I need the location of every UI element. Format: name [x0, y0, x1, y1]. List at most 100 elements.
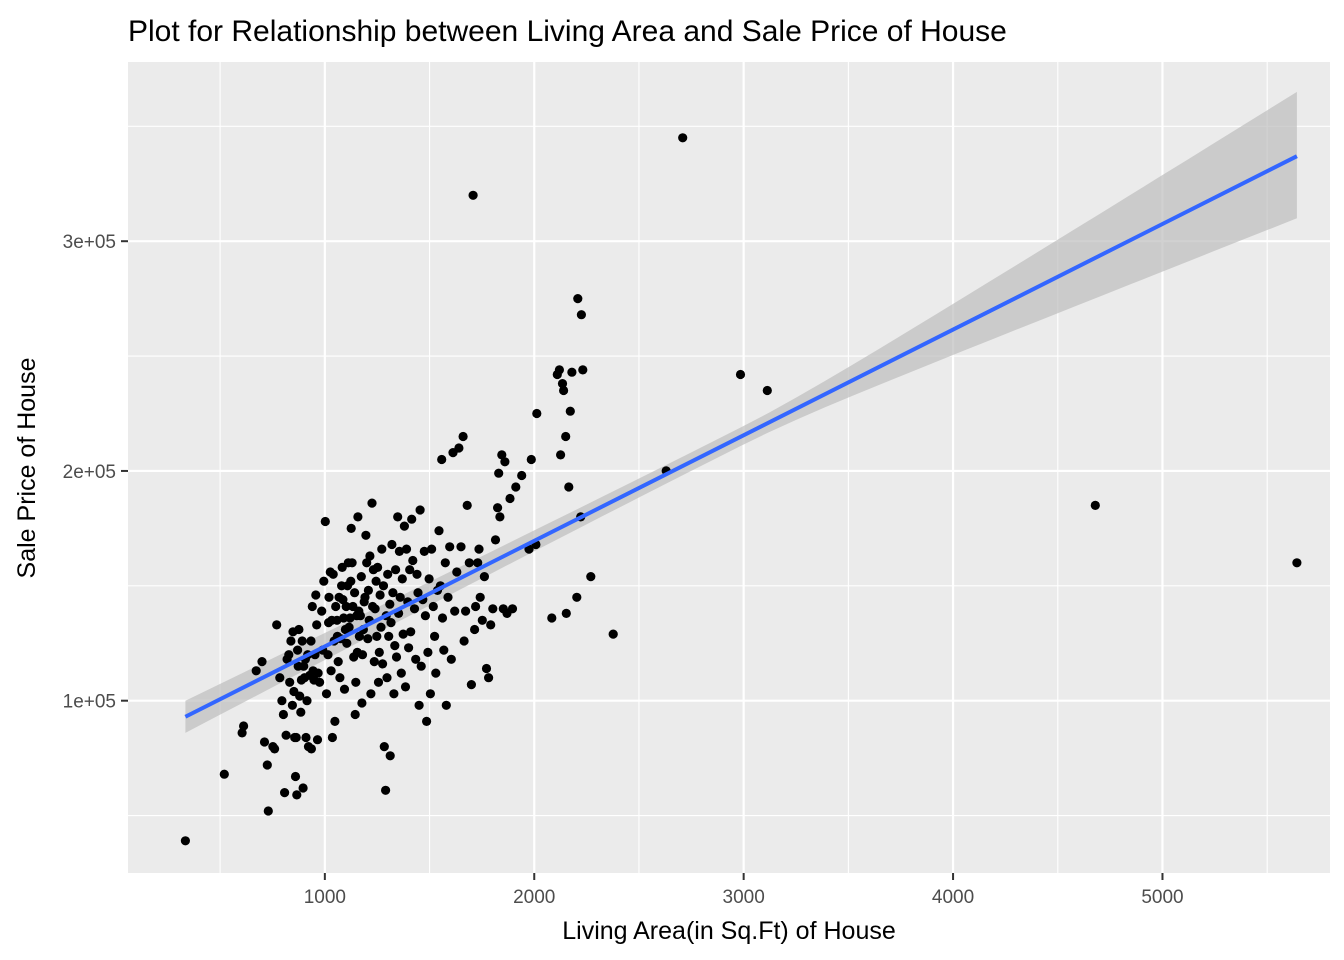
data-point: [461, 606, 471, 616]
data-point: [393, 512, 403, 522]
data-point: [323, 650, 333, 660]
data-point: [319, 576, 329, 586]
data-point: [346, 523, 356, 534]
data-point: [363, 634, 373, 644]
data-point: [262, 760, 272, 770]
data-point: [586, 572, 596, 582]
data-point: [371, 576, 381, 586]
data-point: [312, 620, 322, 630]
data-point: [762, 385, 772, 396]
data-point: [441, 700, 451, 710]
data-point: [458, 431, 468, 442]
data-point: [390, 641, 400, 651]
data-point: [313, 668, 323, 678]
data-point: [427, 544, 437, 554]
data-point: [678, 133, 688, 143]
data-point: [419, 546, 429, 557]
data-point: [507, 604, 518, 614]
data-point: [327, 732, 337, 743]
data-point: [311, 590, 321, 600]
data-point: [339, 684, 350, 694]
x-tick-label: 2000: [513, 887, 555, 908]
data-point: [422, 716, 432, 727]
data-point: [561, 608, 571, 619]
data-point: [608, 629, 618, 639]
data-point: [471, 601, 481, 612]
data-point: [346, 576, 356, 586]
data-point: [431, 668, 441, 678]
data-point: [272, 620, 282, 630]
data-point: [490, 535, 501, 545]
x-tick-label: 4000: [932, 887, 974, 908]
data-point: [284, 650, 294, 660]
data-point: [424, 574, 434, 584]
data-points: [180, 133, 1302, 846]
data-point: [376, 622, 386, 632]
data-point: [573, 294, 583, 304]
data-point: [383, 569, 393, 579]
data-point: [286, 636, 296, 646]
data-point: [475, 592, 485, 602]
data-point: [443, 592, 453, 602]
data-point: [408, 555, 418, 566]
data-point: [333, 657, 343, 667]
data-point: [365, 551, 375, 561]
data-point: [357, 650, 368, 660]
data-point: [385, 599, 395, 609]
data-point: [239, 721, 249, 731]
data-point: [366, 689, 376, 699]
data-point: [257, 657, 267, 667]
data-point: [294, 624, 304, 635]
data-point: [484, 673, 494, 683]
data-point: [342, 638, 352, 648]
data-point: [572, 592, 582, 602]
data-point: [1090, 500, 1100, 510]
data-point: [456, 542, 466, 552]
data-point: [270, 744, 280, 754]
data-point: [409, 604, 420, 614]
data-point: [389, 689, 399, 699]
x-tick-label: 3000: [723, 887, 765, 908]
data-point: [321, 689, 332, 699]
data-point: [347, 558, 357, 568]
data-point: [377, 544, 387, 554]
data-point: [363, 585, 373, 596]
data-point: [394, 546, 404, 557]
data-point: [386, 618, 396, 628]
data-point: [412, 569, 422, 579]
minor-gridlines: [128, 62, 1330, 873]
data-point: [355, 611, 365, 621]
data-point: [373, 562, 383, 573]
data-point: [452, 567, 462, 577]
data-point: [479, 572, 489, 582]
data-point: [517, 470, 527, 481]
data-point: [330, 716, 340, 727]
data-point: [341, 601, 351, 612]
chart-title: Plot for Relationship between Living Are…: [128, 15, 1007, 48]
data-point: [290, 771, 301, 782]
data-point: [554, 365, 565, 375]
data-point: [445, 542, 455, 552]
data-point: [351, 677, 361, 687]
data-point: [450, 606, 460, 616]
data-point: [378, 659, 388, 669]
data-point: [251, 666, 261, 676]
data-point: [486, 620, 496, 630]
data-point: [576, 310, 587, 320]
data-point: [339, 613, 349, 623]
data-point: [344, 622, 354, 632]
data-point: [547, 613, 557, 623]
data-point: [464, 558, 474, 568]
data-point: [526, 454, 536, 465]
data-point: [446, 654, 456, 664]
data-point: [494, 468, 504, 478]
data-point: [291, 732, 301, 743]
data-point: [379, 742, 389, 752]
data-point: [374, 647, 384, 658]
data-point: [532, 408, 542, 419]
data-point: [357, 698, 367, 708]
data-point: [315, 677, 325, 687]
data-point: [735, 369, 746, 380]
data-point: [296, 707, 306, 717]
data-point: [511, 482, 521, 492]
